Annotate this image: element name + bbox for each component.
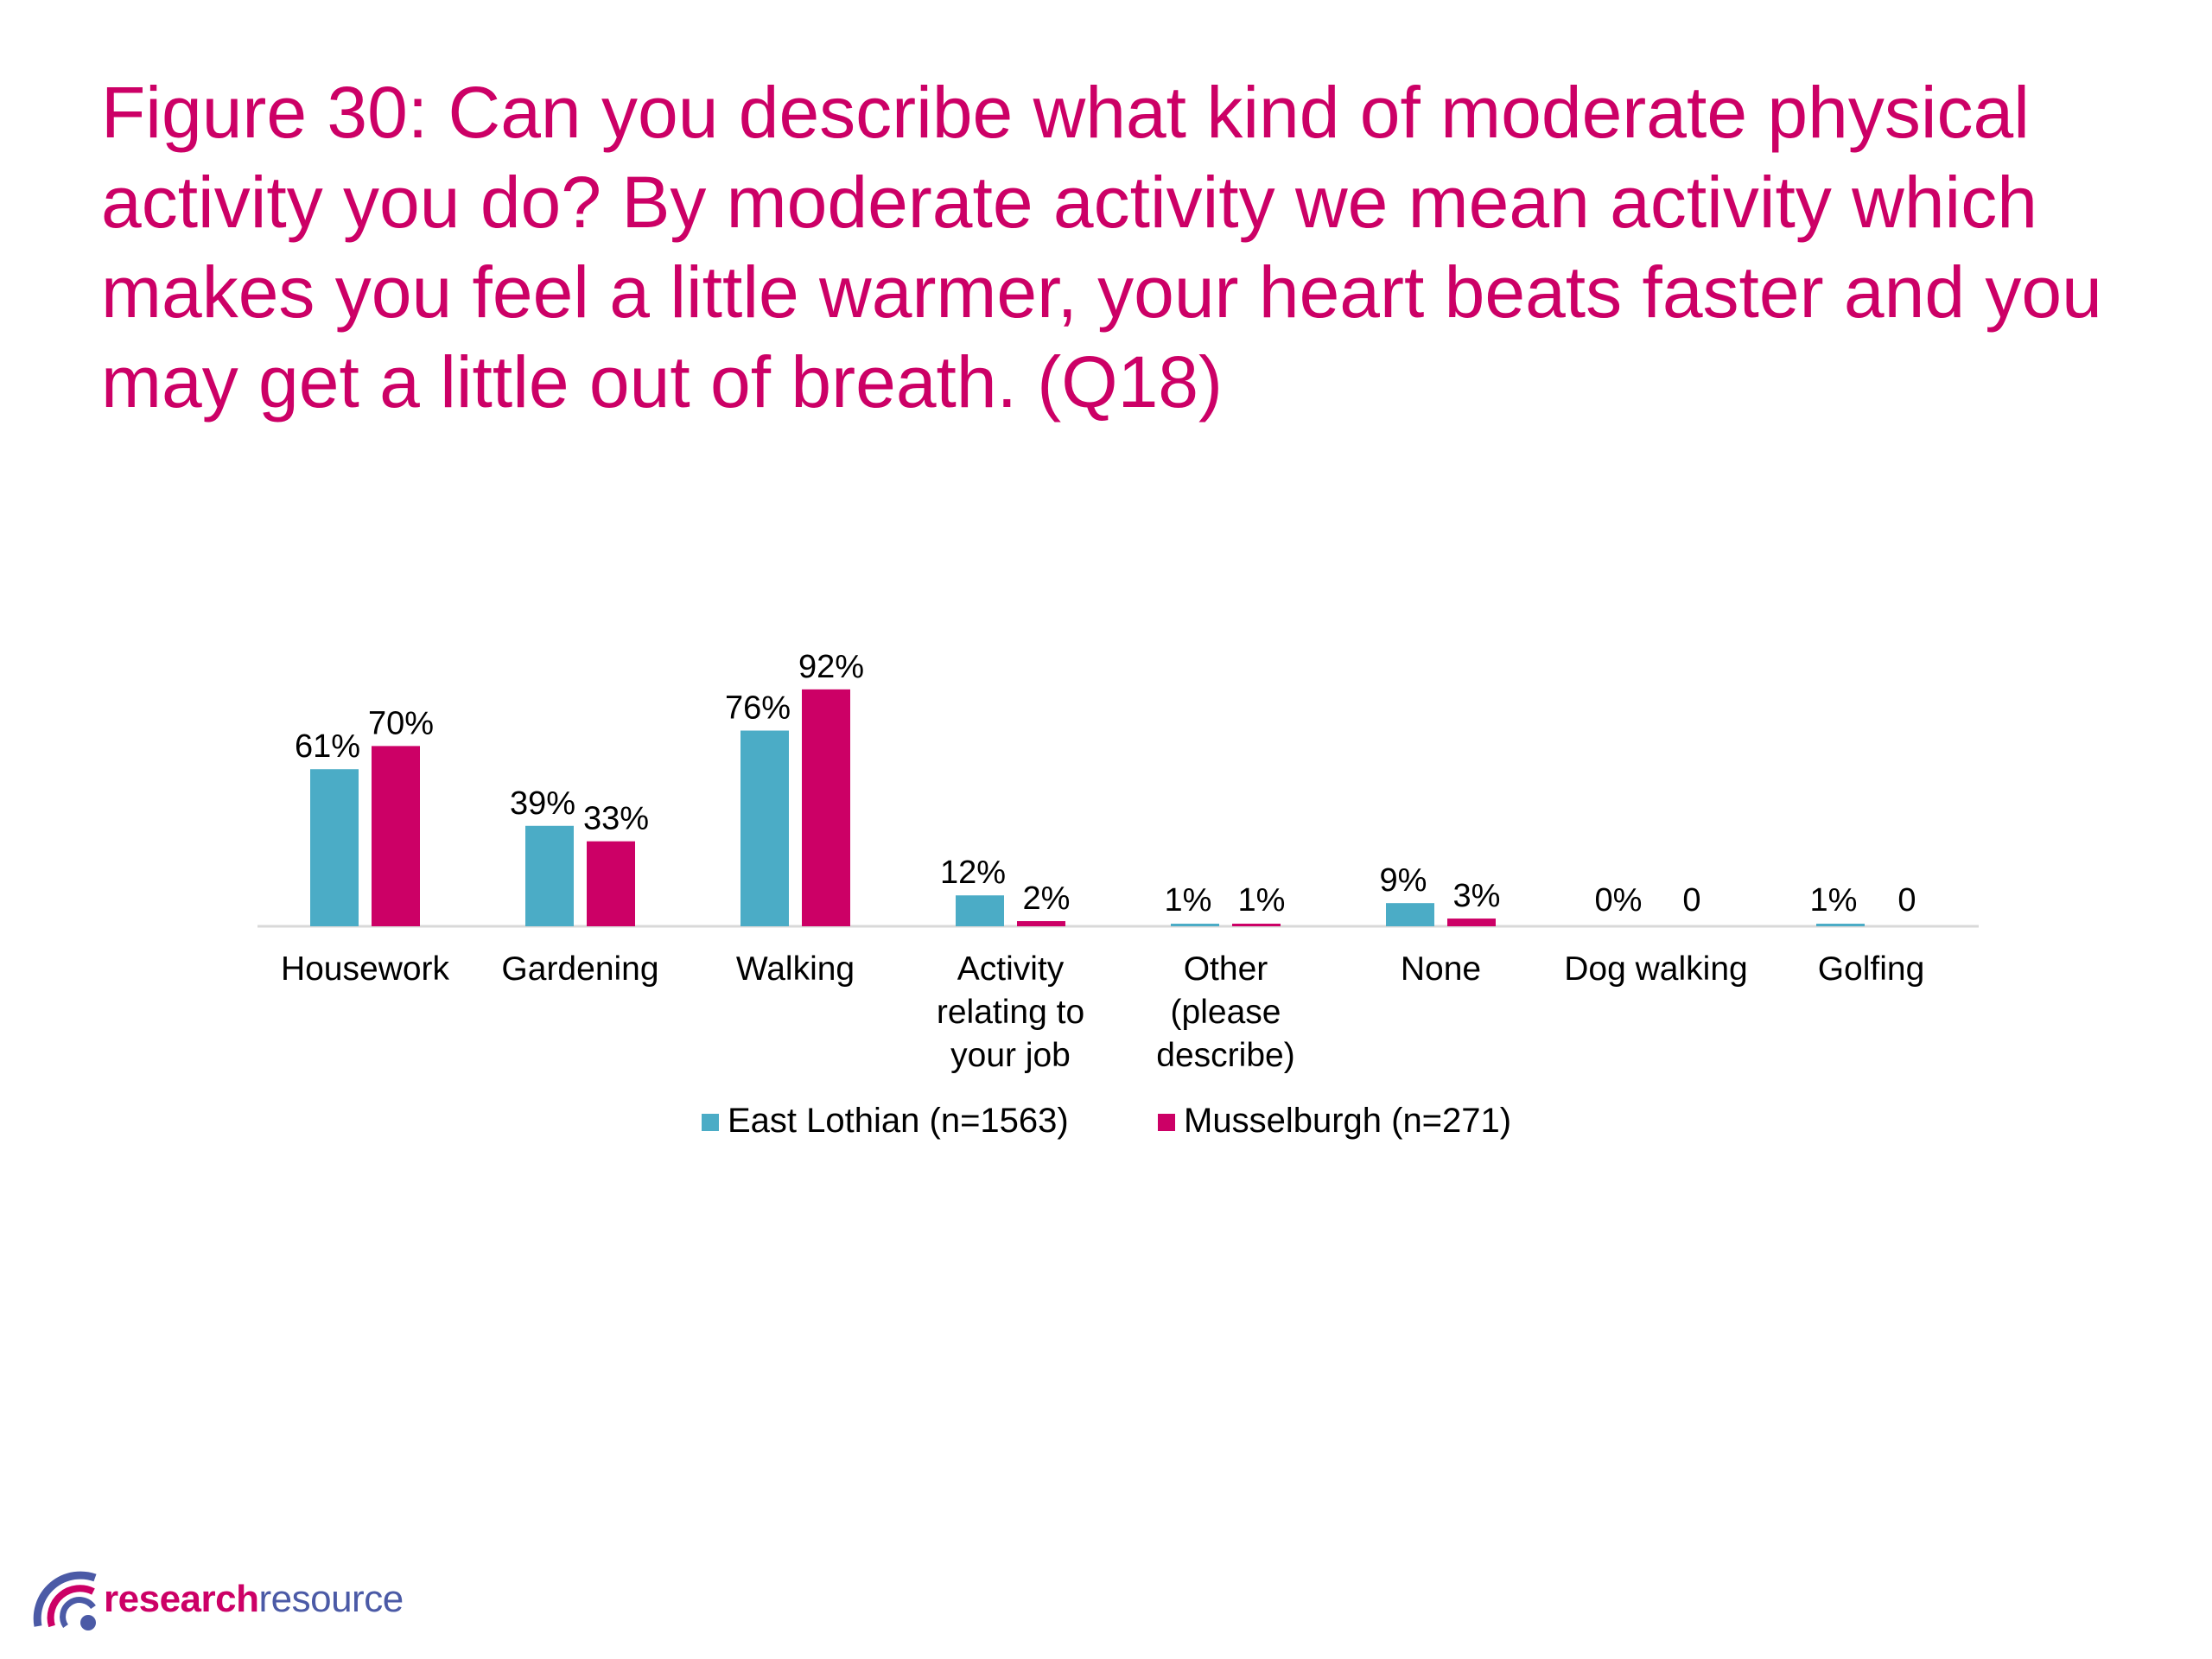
- legend-label-musselburgh: Musselburgh (n=271): [1184, 1102, 1511, 1140]
- bar-musselburgh-1: [587, 841, 635, 926]
- data-label-east-lothian-3: 12%: [940, 855, 1006, 891]
- category-label-7-line-0: Golfing: [1818, 950, 1925, 988]
- bar-east-lothian-7: [1816, 924, 1865, 926]
- logo-arcs-icon: [33, 1571, 97, 1630]
- data-label-musselburgh-1: 33%: [583, 801, 649, 837]
- bar-musselburgh-2: [802, 689, 850, 926]
- data-label-musselburgh-0: 70%: [368, 705, 434, 741]
- data-label-east-lothian-0: 61%: [295, 728, 360, 765]
- slide-title: Figure 30: Can you describe what kind of…: [101, 72, 2102, 423]
- category-label-4-line-2: describe): [1156, 1037, 1294, 1074]
- logo-word-resource: resource: [258, 1578, 404, 1620]
- data-label-musselburgh-7: 0: [1897, 882, 1916, 918]
- legend-label-east-lothian: East Lothian (n=1563): [728, 1102, 1069, 1140]
- category-label-3-line-1: relating to: [937, 994, 1084, 1031]
- data-label-musselburgh-2: 92%: [798, 649, 864, 685]
- bar-musselburgh-4: [1232, 924, 1281, 926]
- data-label-musselburgh-6: 0: [1682, 882, 1700, 918]
- data-label-east-lothian-2: 76%: [725, 690, 791, 727]
- bar-musselburgh-3: [1017, 921, 1065, 926]
- bar-east-lothian-0: [310, 769, 359, 926]
- category-label-5-line-0: None: [1401, 950, 1481, 988]
- bar-east-lothian-2: [741, 730, 789, 926]
- data-label-east-lothian-5: 9%: [1380, 862, 1427, 899]
- category-label-6-line-0: Dog walking: [1564, 950, 1747, 988]
- data-label-east-lothian-4: 1%: [1165, 882, 1212, 918]
- logo-word-research: research: [104, 1578, 259, 1620]
- category-label-1-line-0: Gardening: [501, 950, 658, 988]
- data-label-east-lothian-6: 0%: [1595, 882, 1643, 918]
- bar-east-lothian-5: [1386, 903, 1434, 926]
- data-label-musselburgh-3: 2%: [1023, 880, 1071, 917]
- data-label-east-lothian-7: 1%: [1810, 882, 1858, 918]
- bar-musselburgh-0: [372, 746, 420, 926]
- bar-east-lothian-1: [525, 825, 574, 926]
- category-label-4-line-0: Other: [1184, 950, 1268, 988]
- data-label-musselburgh-4: 1%: [1238, 882, 1286, 918]
- category-label-3-line-0: Activity: [957, 950, 1065, 988]
- category-label-3-line-2: your job: [950, 1037, 1071, 1074]
- data-label-east-lothian-1: 39%: [510, 785, 575, 822]
- legend-swatch-musselburgh: [1158, 1114, 1175, 1131]
- data-label-musselburgh-5: 3%: [1453, 878, 1501, 914]
- bar-musselburgh-5: [1447, 918, 1496, 926]
- category-label-2-line-0: Walking: [736, 950, 855, 988]
- category-label-4-line-1: (please: [1171, 994, 1281, 1031]
- bar-east-lothian-4: [1171, 924, 1219, 926]
- bar-east-lothian-3: [956, 895, 1004, 926]
- category-label-0-line-0: Housework: [281, 950, 450, 988]
- legend-swatch-east-lothian: [702, 1114, 719, 1131]
